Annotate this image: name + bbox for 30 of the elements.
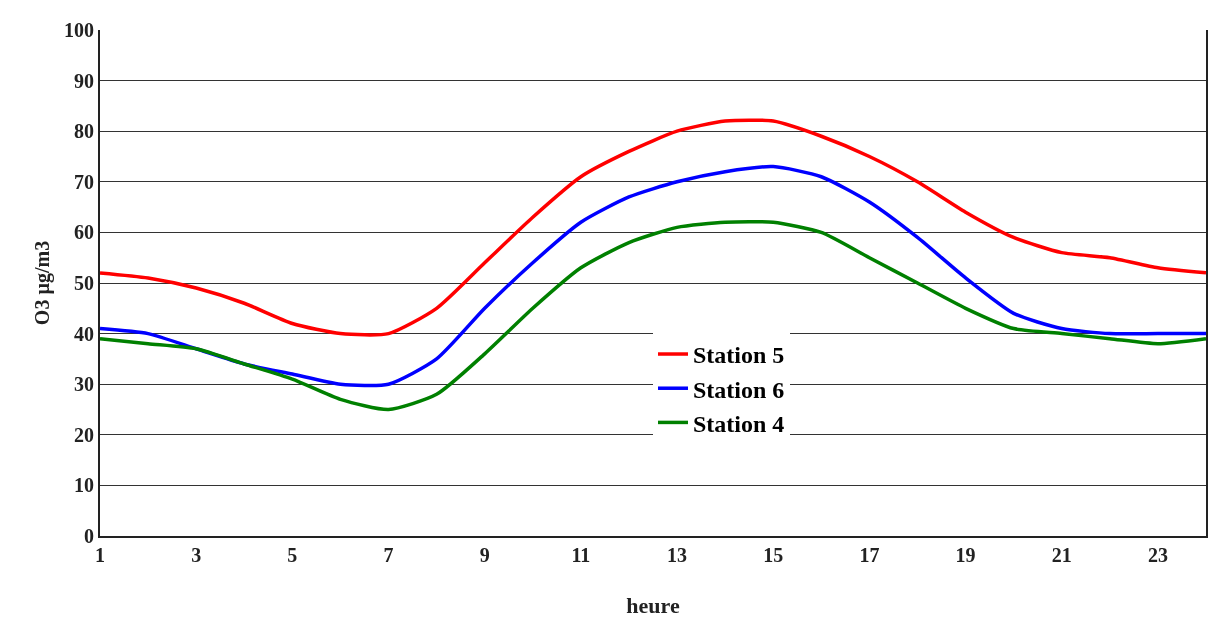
x-tick-label: 9 (479, 544, 490, 566)
y-tick-label: 60 (74, 221, 94, 244)
x-tick-label: 11 (571, 544, 591, 566)
x-tick-label: 3 (191, 544, 202, 566)
y-tick-label: 50 (74, 272, 94, 294)
y-tick-label: 80 (74, 120, 94, 143)
x-tick-label: 1 (95, 544, 105, 566)
y-tick-label: 90 (74, 69, 94, 92)
y-axis-title: O3 µg/m3 (31, 240, 54, 326)
y-tick-label: 10 (74, 474, 94, 497)
x-tick-label: 5 (287, 544, 298, 566)
x-tick-label: 7 (383, 544, 394, 566)
x-tick-label: 21 (1051, 544, 1072, 566)
y-tick-label: 0 (84, 525, 94, 547)
legend-label: Station 6 (693, 376, 785, 403)
y-tick-label: 40 (74, 322, 94, 345)
y-tick-label: 100 (64, 19, 94, 41)
y-tick-label: 30 (74, 373, 94, 396)
y-tick-label: 20 (74, 423, 94, 446)
x-tick-label: 17 (859, 544, 880, 566)
line-series (100, 118, 1206, 337)
x-tick-label: 13 (667, 544, 688, 566)
x-tick-label: 23 (1147, 544, 1168, 566)
y-tick-label: 70 (74, 170, 94, 193)
x-tick-label: 15 (763, 544, 784, 566)
line-series (100, 219, 1206, 412)
x-tick-label: 19 (955, 544, 976, 566)
legend-label: Station 5 (693, 342, 785, 369)
legend-label: Station 4 (693, 410, 785, 437)
x-axis-title: heure (626, 593, 680, 618)
